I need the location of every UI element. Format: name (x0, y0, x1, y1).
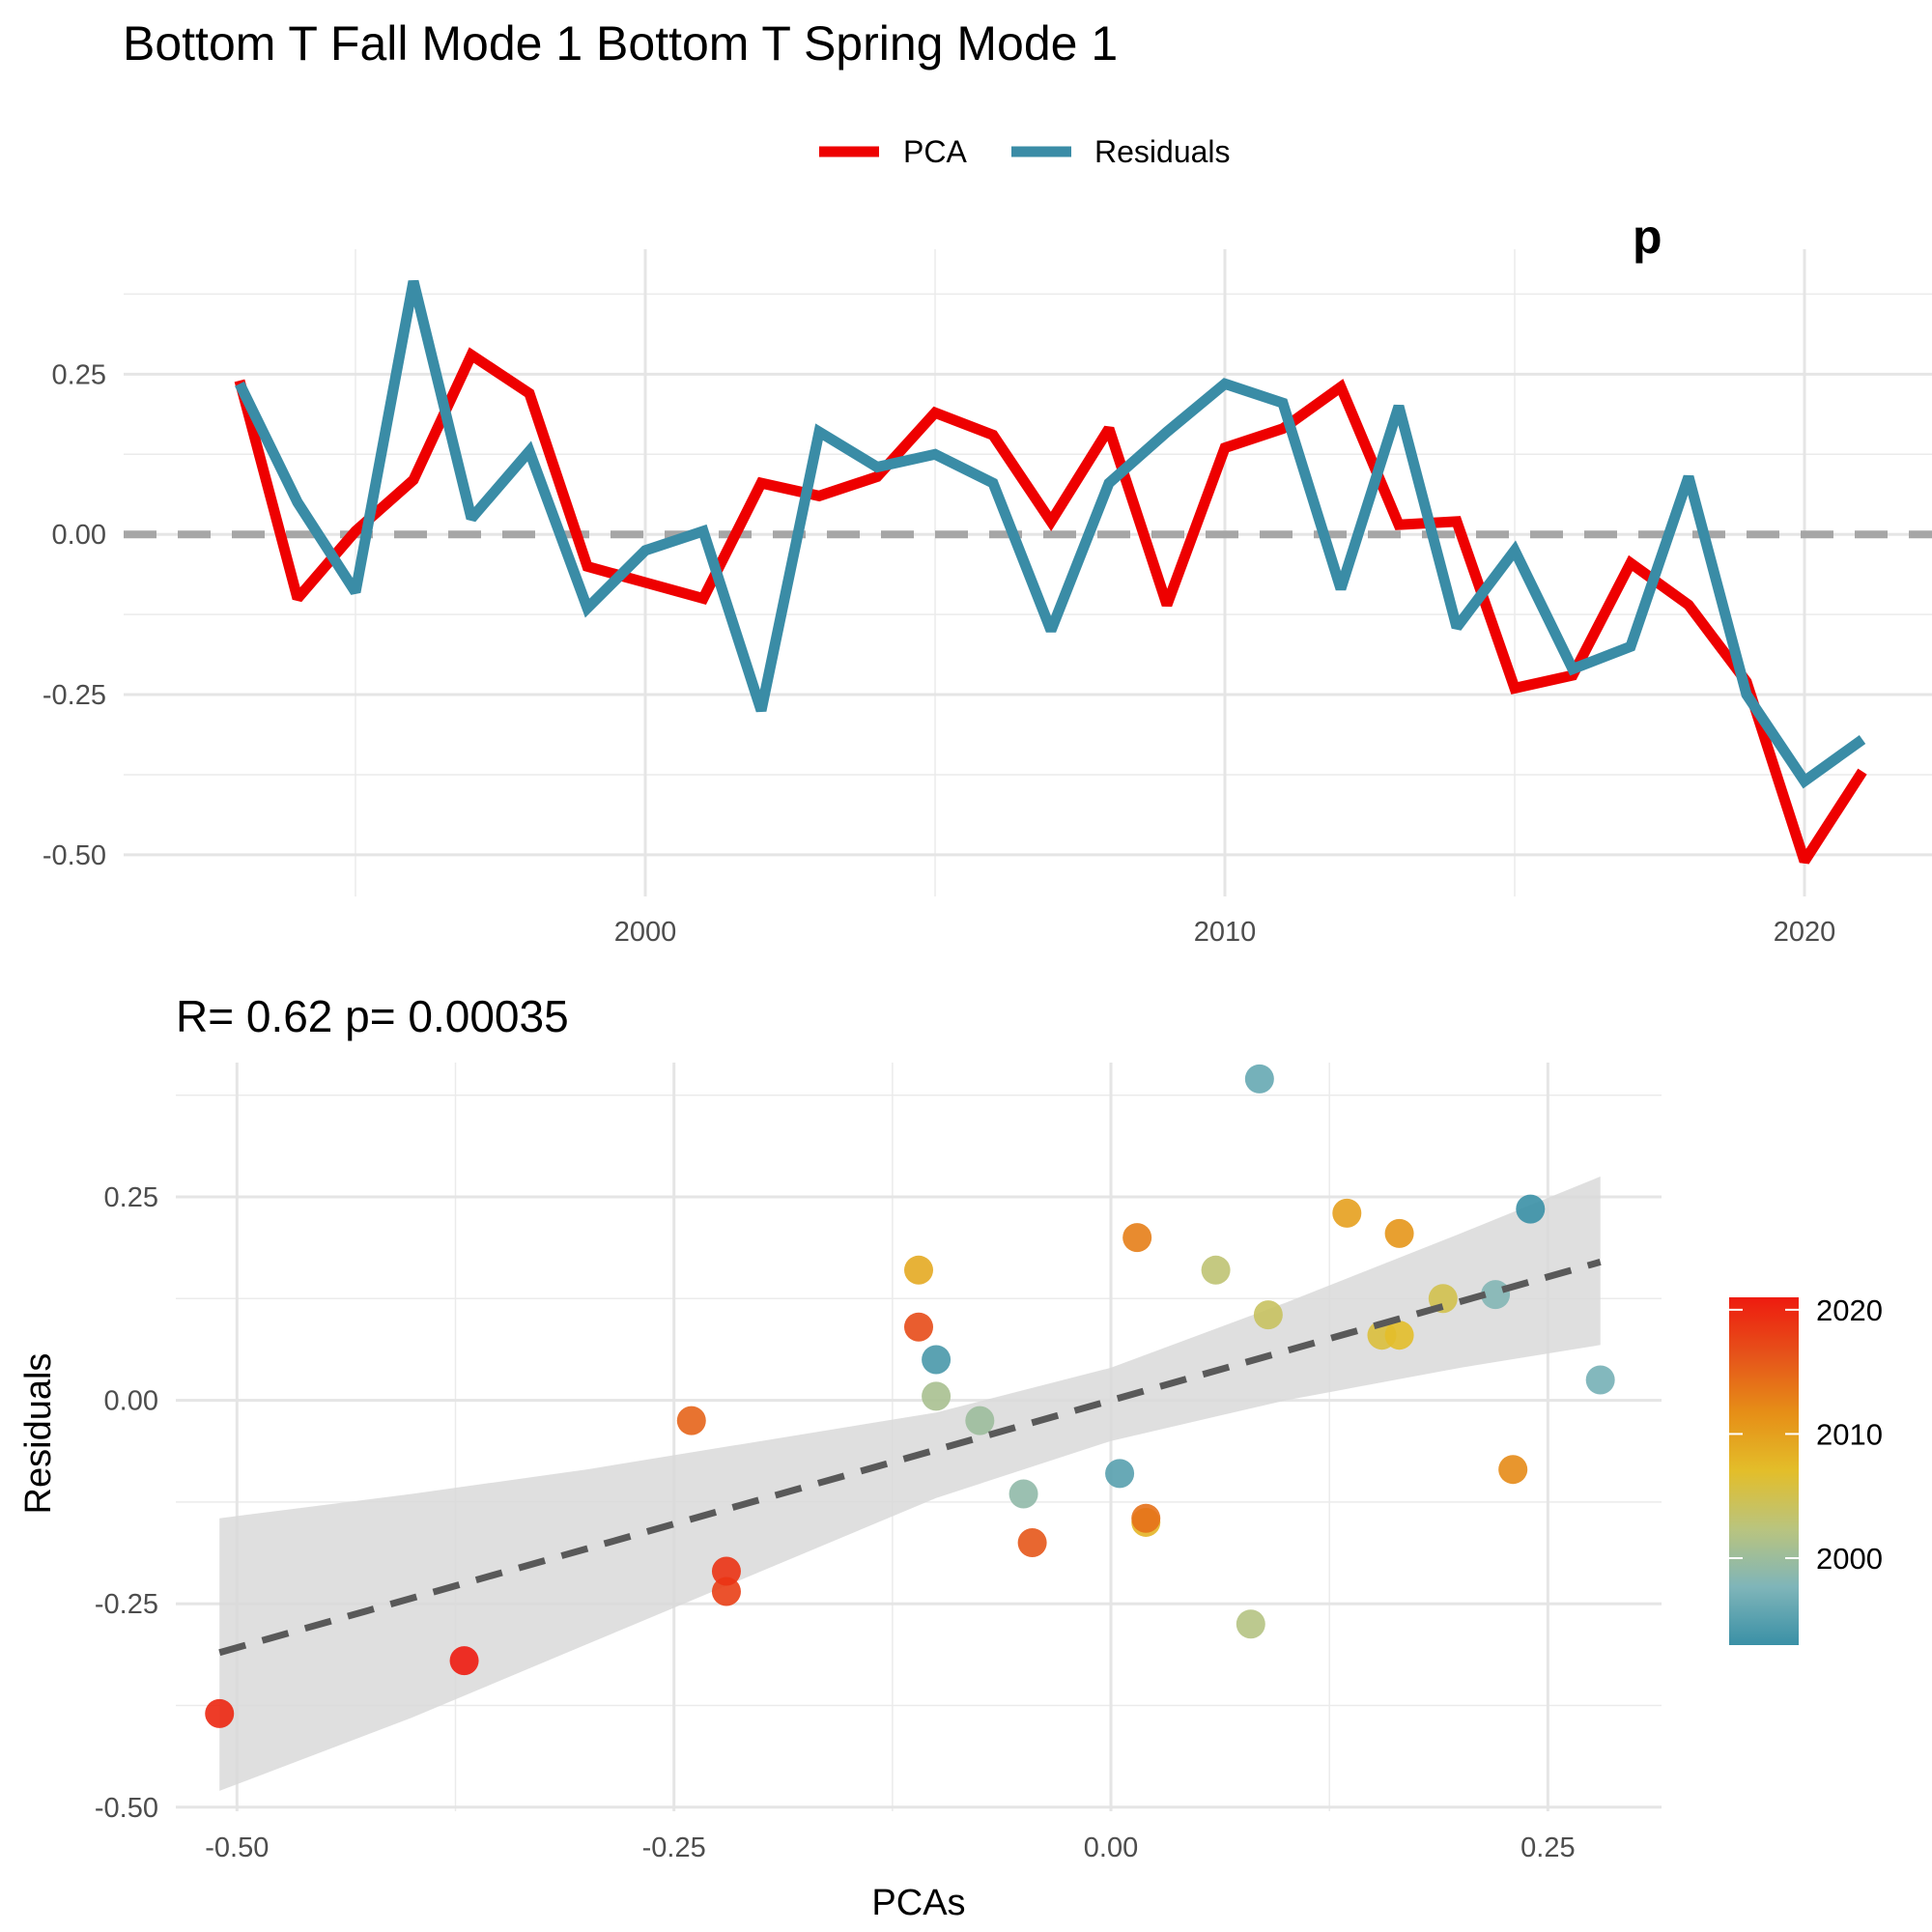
scatter-point-2014 (1131, 1503, 1161, 1533)
pca-series-line (234, 347, 1867, 865)
top-x-tick-label: 2010 (1194, 917, 1257, 948)
scatter-point-2002 (1236, 1609, 1265, 1639)
scatter-point-2007 (1384, 1321, 1414, 1350)
top-chart-grid (124, 249, 1932, 896)
scatter-point-2003 (1201, 1255, 1231, 1285)
scatter-x-tick-label: 0.25 (1520, 1833, 1575, 1863)
scatter-point-2019 (711, 1556, 741, 1586)
scatter-point-1993 (1516, 1194, 1546, 1224)
scatter-point-2013 (1122, 1223, 1152, 1253)
legend-pca-label: PCA (903, 134, 967, 169)
colorbar-tick-label: 2010 (1816, 1417, 1883, 1451)
scatter-point-2001 (922, 1381, 952, 1411)
scatter-y-tick-label: 0.00 (104, 1386, 158, 1417)
top-chart-y-tick-labels: 0.25 0.00 -0.25 -0.50 (43, 359, 106, 871)
time-series-chart: 0.25 0.00 -0.25 -0.50 2000 2010 2020 p (43, 210, 1932, 948)
figure-title: Bottom T Fall Mode 1 Bottom T Spring Mod… (123, 16, 1118, 71)
scatter-chart-y-tick-labels: 0.25 0.00 -0.25 -0.50 (95, 1182, 158, 1824)
scatter-x-tick-label: -0.25 (642, 1833, 706, 1863)
scatter-y-tick-label: 0.25 (104, 1182, 158, 1213)
scatter-chart: R= 0.62 p= 0.00035 0.25 0.00 -0.25 -0.50 -0… (18, 991, 1662, 1923)
top-chart-x-tick-labels: 2000 2010 2020 (614, 917, 1836, 948)
scatter-point-1997 (1585, 1365, 1615, 1395)
top-x-tick-label: 2020 (1774, 917, 1836, 948)
residuals-series-line (235, 279, 1866, 789)
scatter-point-1994 (922, 1345, 952, 1375)
scatter-point-2012 (1498, 1455, 1528, 1485)
scatter-y-tick-label: -0.50 (95, 1793, 158, 1824)
scatter-point-2018 (711, 1577, 741, 1606)
confidence-band (219, 1176, 1601, 1791)
scatter-chart-title: R= 0.62 p= 0.00035 (176, 991, 569, 1041)
colorbar-gradient (1729, 1297, 1799, 1645)
scatter-chart-plot-area (205, 1064, 1615, 1791)
top-y-tick-label: -0.25 (43, 680, 106, 711)
scatter-x-tick-label: 0.00 (1084, 1833, 1138, 1863)
scatter-point-2010 (1332, 1198, 1362, 1228)
scatter-point-2015 (676, 1406, 706, 1435)
colorbar-tick-label: 2000 (1816, 1542, 1883, 1576)
scatter-point-2011 (1384, 1218, 1414, 1248)
top-y-tick-label: -0.50 (43, 840, 106, 871)
scatter-point-2020 (205, 1698, 235, 1728)
colorbar-ticks: 2000 2010 2020 (1729, 1293, 1883, 1576)
scatter-chart-x-tick-labels: -0.50 -0.25 0.00 0.25 (205, 1833, 1575, 1863)
legend: PCA Residuals (819, 134, 1231, 169)
scatter-point-2017 (904, 1312, 933, 1342)
scatter-point-2016 (1017, 1528, 1047, 1558)
regression-fit-line (218, 1259, 1602, 1657)
scatter-chart-y-axis-title: Residuals (18, 1353, 59, 1515)
scatter-point-2021 (449, 1646, 479, 1676)
partial-p-annotation: p (1633, 210, 1662, 264)
top-y-tick-label: 0.25 (52, 359, 106, 390)
top-chart-plot-area (124, 279, 1932, 865)
year-colorbar: 2000 2010 2020 (1729, 1293, 1883, 1645)
scatter-point-2004 (1253, 1300, 1283, 1330)
scatter-point-1995 (1105, 1459, 1135, 1489)
scatter-point-2000 (965, 1406, 995, 1435)
top-x-tick-label: 2000 (614, 917, 677, 948)
scatter-chart-x-axis-title: PCAs (871, 1883, 965, 1923)
scatter-point-1999 (1009, 1479, 1038, 1509)
scatter-y-tick-label: -0.25 (95, 1589, 158, 1620)
scatter-x-tick-label: -0.50 (205, 1833, 269, 1863)
top-y-tick-label: 0.00 (52, 520, 106, 551)
legend-residuals-label: Residuals (1094, 134, 1231, 169)
scatter-point-2009 (904, 1255, 933, 1285)
colorbar-tick-label: 2020 (1816, 1293, 1883, 1327)
scatter-point-1996 (1244, 1064, 1274, 1094)
